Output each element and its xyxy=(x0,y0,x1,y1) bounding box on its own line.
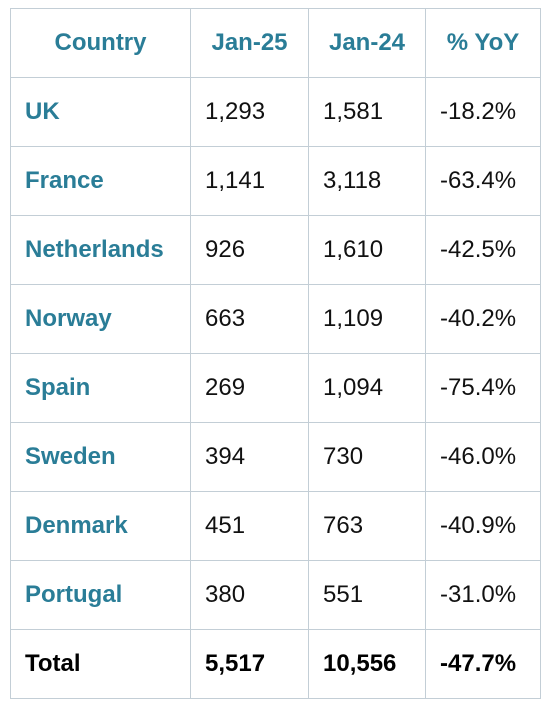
country-cell: Norway xyxy=(10,284,191,354)
value-cell: 1,581 xyxy=(308,77,426,147)
table-row: UK 1,293 1,581 -18.2% xyxy=(10,77,541,147)
value-cell: -42.5% xyxy=(425,215,541,285)
total-cell: Total xyxy=(10,629,191,699)
data-table: Country Jan-25 Jan-24% YoY UK 1,293 1,581 -18… xyxy=(10,8,541,699)
total-row: Total 5,517 10,556 -47.7% xyxy=(10,629,541,699)
value-cell: 551 xyxy=(308,560,426,630)
country-cell: France xyxy=(10,146,191,216)
total-cell: -47.7% xyxy=(425,629,541,699)
value-cell: 394 xyxy=(190,422,309,492)
value-cell: -18.2% xyxy=(425,77,541,147)
value-cell: -40.9% xyxy=(425,491,541,561)
table-row: Spain 269 1,094 -75.4% xyxy=(10,353,541,423)
table-row: Norway 663 1,109 -40.2% xyxy=(10,284,541,354)
total-cell: 5,517 xyxy=(190,629,309,699)
value-cell: -46.0% xyxy=(425,422,541,492)
value-cell: 269 xyxy=(190,353,309,423)
table-row: Denmark 451 763 -40.9% xyxy=(10,491,541,561)
header-cell: Country xyxy=(10,8,191,78)
table-body: UK 1,293 1,581 -18.2% France 1,141 3,118 -63.4%… xyxy=(10,77,541,699)
value-cell: 1,109 xyxy=(308,284,426,354)
table-container: Country Jan-25 Jan-24% YoY UK 1,293 1,581 -18… xyxy=(10,8,541,699)
value-cell: 380 xyxy=(190,560,309,630)
value-cell: 763 xyxy=(308,491,426,561)
header-row: Country Jan-25 Jan-24% YoY xyxy=(10,8,541,78)
country-cell: Sweden xyxy=(10,422,191,492)
header-cell: Jan-25 xyxy=(190,8,309,78)
total-cell: 10,556 xyxy=(308,629,426,699)
value-cell: 1,293 xyxy=(190,77,309,147)
table-row: France 1,141 3,118 -63.4% xyxy=(10,146,541,216)
country-cell: Portugal xyxy=(10,560,191,630)
value-cell: -75.4% xyxy=(425,353,541,423)
value-cell: 1,094 xyxy=(308,353,426,423)
country-cell: UK xyxy=(10,77,191,147)
table-row: Sweden 394 730 -46.0% xyxy=(10,422,541,492)
table-row: Portugal 380 551 -31.0% xyxy=(10,560,541,630)
value-cell: 730 xyxy=(308,422,426,492)
country-cell: Denmark xyxy=(10,491,191,561)
value-cell: 926 xyxy=(190,215,309,285)
value-cell: 1,141 xyxy=(190,146,309,216)
value-cell: -40.2% xyxy=(425,284,541,354)
country-cell: Netherlands xyxy=(10,215,191,285)
value-cell: 663 xyxy=(190,284,309,354)
table-row: Netherlands 926 1,610 -42.5% xyxy=(10,215,541,285)
header-cell: % YoY xyxy=(425,8,541,78)
value-cell: 451 xyxy=(190,491,309,561)
value-cell: 1,610 xyxy=(308,215,426,285)
value-cell: -31.0% xyxy=(425,560,541,630)
value-cell: -63.4% xyxy=(425,146,541,216)
header-cell: Jan-24 xyxy=(308,8,426,78)
country-cell: Spain xyxy=(10,353,191,423)
value-cell: 3,118 xyxy=(308,146,426,216)
